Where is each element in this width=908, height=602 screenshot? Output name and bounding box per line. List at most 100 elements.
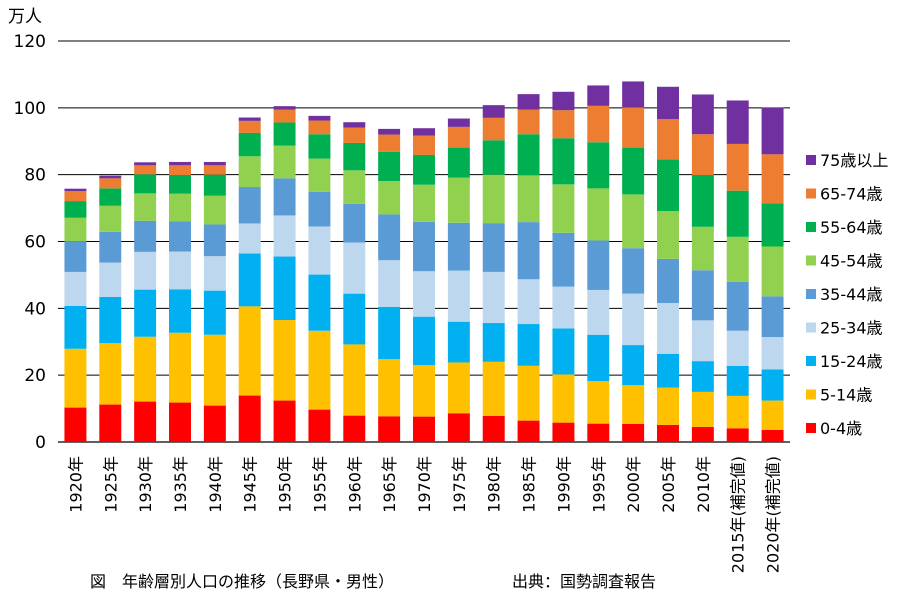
bar-segment bbox=[64, 348, 87, 408]
bar-segment bbox=[273, 109, 296, 123]
bar-segment bbox=[169, 175, 191, 194]
bar-segment bbox=[64, 217, 87, 242]
bar-segment bbox=[413, 271, 435, 317]
bar-segment bbox=[761, 369, 784, 401]
bar-segment bbox=[691, 94, 714, 135]
bar-segment bbox=[622, 345, 645, 386]
bar-segment bbox=[203, 195, 226, 225]
bar-segment bbox=[657, 387, 679, 425]
bar-segment bbox=[134, 401, 157, 442]
bar-segment bbox=[134, 336, 157, 402]
legend-swatch bbox=[806, 222, 816, 232]
bar-segment bbox=[203, 161, 226, 166]
legend-swatch bbox=[806, 389, 816, 400]
x-tick-label: 1960年 bbox=[345, 456, 364, 513]
bar-segment bbox=[273, 122, 296, 146]
bar-segment bbox=[273, 320, 296, 401]
bar-segment bbox=[552, 91, 575, 111]
y-axis: 0 20 40 60 80 100 120 bbox=[14, 32, 46, 453]
bar-segment bbox=[657, 353, 679, 388]
bar-segment bbox=[447, 147, 470, 178]
x-tick-label: 1985年 bbox=[520, 456, 539, 513]
bar-segment bbox=[761, 400, 784, 430]
bar-segment bbox=[238, 253, 261, 307]
bar-segment bbox=[482, 174, 505, 224]
bar-segment bbox=[482, 223, 505, 272]
bar-segment bbox=[587, 240, 610, 290]
bar-segment bbox=[343, 203, 366, 243]
bar-segment bbox=[169, 332, 191, 403]
bar-segment bbox=[447, 222, 470, 271]
x-tick-label: 1995年 bbox=[589, 456, 608, 513]
bar-segment bbox=[517, 94, 540, 110]
x-tick-label: 1965年 bbox=[380, 456, 399, 513]
bar-segment bbox=[343, 344, 366, 416]
bar-segment bbox=[657, 424, 679, 442]
bar-segment bbox=[378, 260, 401, 307]
x-tick-label: 2000年 bbox=[624, 456, 643, 513]
bar-segment bbox=[169, 402, 191, 442]
bar-segment bbox=[517, 175, 540, 223]
y-tick-label: 40 bbox=[24, 299, 46, 319]
y-tick-label: 80 bbox=[24, 166, 46, 186]
bar-segment bbox=[413, 128, 435, 136]
x-tick-label: 1950年 bbox=[276, 456, 295, 513]
x-tick-label: 1955年 bbox=[310, 456, 329, 513]
x-tick-label: 1935年 bbox=[171, 456, 190, 513]
bar-segment bbox=[99, 296, 122, 344]
bar-segment bbox=[691, 391, 714, 427]
bar-segment bbox=[517, 279, 540, 325]
bar-segment bbox=[343, 122, 366, 128]
x-tick-label: 2015年(補完値) bbox=[729, 456, 748, 573]
bar-segment bbox=[413, 135, 435, 155]
bar-segment bbox=[378, 134, 401, 152]
bar-segment bbox=[378, 151, 401, 182]
bar-segment bbox=[761, 296, 784, 338]
bar-segment bbox=[308, 274, 331, 331]
bar-segment bbox=[552, 328, 575, 375]
bar-segment bbox=[273, 106, 296, 110]
bar-segment bbox=[552, 422, 575, 442]
bar-segment bbox=[447, 270, 470, 322]
bar-segment bbox=[622, 147, 645, 195]
legend-label: 0-4歳 bbox=[820, 419, 862, 438]
bar-segment bbox=[343, 293, 366, 345]
bar-segment bbox=[273, 400, 296, 442]
bar-segment bbox=[482, 415, 505, 442]
bar-segment bbox=[517, 324, 540, 366]
bar-segment bbox=[203, 290, 226, 335]
x-tick-label: 1930年 bbox=[136, 456, 155, 513]
bar-segment bbox=[622, 385, 645, 424]
bar-segment bbox=[726, 100, 749, 144]
bar-segment bbox=[203, 405, 226, 442]
bar-segment bbox=[447, 126, 470, 148]
bar-segment bbox=[726, 281, 749, 331]
bar-segment bbox=[238, 395, 261, 442]
bar-segment bbox=[447, 118, 470, 127]
bar-segment bbox=[378, 214, 401, 261]
bar-segment bbox=[64, 271, 87, 306]
bar-segment bbox=[203, 224, 226, 257]
bar-segment bbox=[587, 289, 610, 335]
y-unit-label: 万人 bbox=[8, 7, 42, 27]
x-tick-label: 1945年 bbox=[241, 456, 260, 513]
bars bbox=[64, 81, 784, 442]
legend-swatch bbox=[806, 255, 816, 266]
bar-segment bbox=[378, 128, 401, 135]
bar-segment bbox=[587, 105, 610, 143]
bar-segment bbox=[64, 407, 87, 442]
bar-segment bbox=[726, 428, 749, 442]
bar-segment bbox=[482, 140, 505, 175]
bar-segment bbox=[726, 365, 749, 396]
bar-segment bbox=[552, 138, 575, 185]
legend-label: 35-44歳 bbox=[820, 285, 883, 304]
bar-segment bbox=[657, 258, 679, 303]
bar-segment bbox=[169, 251, 191, 290]
bar-segment bbox=[134, 165, 157, 175]
bar-segment bbox=[238, 156, 261, 188]
bar-segment bbox=[482, 323, 505, 362]
bar-segment bbox=[552, 232, 575, 287]
legend-label: 5-14歳 bbox=[820, 386, 872, 405]
bar-segment bbox=[552, 286, 575, 329]
